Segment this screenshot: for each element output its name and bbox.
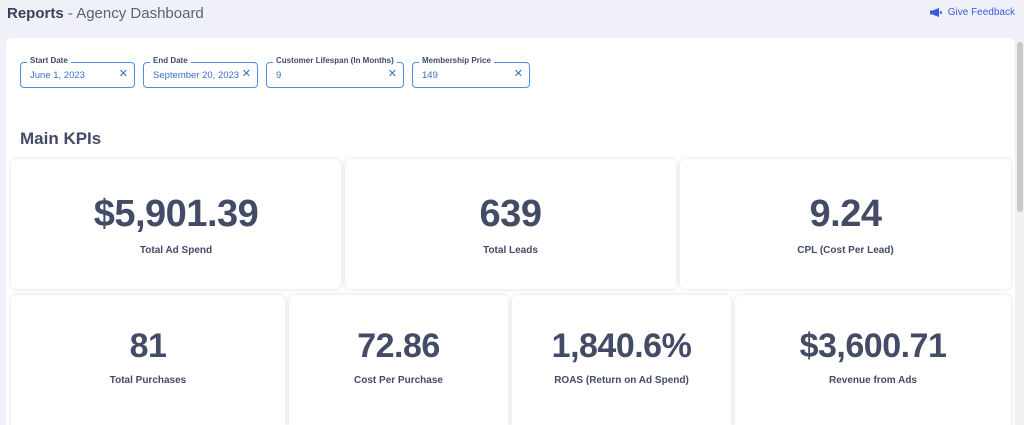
kpi-value: 639 xyxy=(479,193,542,235)
end-date-field[interactable]: End Date September 20, 2023 ✕ xyxy=(143,56,258,88)
kpi-label: CPL (Cost Per Lead) xyxy=(797,245,894,256)
clear-icon[interactable]: ✕ xyxy=(387,68,397,80)
kpi-value: $5,901.39 xyxy=(93,193,259,235)
kpi-label: Total Purchases xyxy=(109,375,187,386)
start-date-field[interactable]: Start Date June 1, 2023 ✕ xyxy=(20,56,135,88)
scrollbar-thumb[interactable] xyxy=(1017,42,1023,212)
top-bar: Reports - Agency Dashboard Give Feedback xyxy=(0,0,1024,32)
customer-lifespan-label: Customer Lifespan (In Months) xyxy=(273,56,397,65)
section-title: Main KPIs xyxy=(20,129,102,148)
kpi-card-revenue-from-ads: $3,600.71 Revenue from Ads xyxy=(735,295,1011,425)
kpi-value: 1,840.6% xyxy=(551,327,692,365)
start-date-label: Start Date xyxy=(27,56,71,65)
kpi-card-roas: 1,840.6% ROAS (Return on Ad Spend) xyxy=(512,295,731,425)
kpi-value: $3,600.71 xyxy=(799,327,947,365)
membership-price-label: Membership Price xyxy=(419,56,494,65)
end-date-value[interactable]: September 20, 2023 xyxy=(153,70,240,81)
clear-icon[interactable]: ✕ xyxy=(513,68,523,80)
kpi-card-cpl: 9.24 CPL (Cost Per Lead) xyxy=(680,159,1011,289)
kpi-label: Revenue from Ads xyxy=(829,375,917,386)
start-date-value[interactable]: June 1, 2023 xyxy=(30,70,85,81)
membership-price-field[interactable]: Membership Price 149 ✕ xyxy=(412,56,530,88)
membership-price-value[interactable]: 149 xyxy=(422,70,438,81)
kpi-value: 81 xyxy=(129,327,167,365)
give-feedback-button[interactable]: Give Feedback xyxy=(929,7,1015,18)
clear-icon[interactable]: ✕ xyxy=(241,68,251,80)
filter-bar: Start Date June 1, 2023 ✕ End Date Septe… xyxy=(20,56,530,88)
kpi-label: Total Ad Spend xyxy=(139,245,213,256)
kpi-card-cost-per-purchase: 72.86 Cost Per Purchase xyxy=(289,295,508,425)
page-title-main: Reports xyxy=(7,5,64,22)
scrollbar[interactable] xyxy=(1016,38,1024,425)
customer-lifespan-value[interactable]: 9 xyxy=(276,70,282,81)
kpi-card-total-leads: 639 Total Leads xyxy=(345,159,676,289)
end-date-label: End Date xyxy=(150,56,191,65)
kpi-label: Total Leads xyxy=(483,245,538,256)
kpi-card-total-ad-spend: $5,901.39 Total Ad Spend xyxy=(11,159,341,289)
page-title-sub: - Agency Dashboard xyxy=(67,5,204,22)
kpi-value: 72.86 xyxy=(357,327,440,365)
page-title: Reports - Agency Dashboard xyxy=(7,5,204,22)
megaphone-icon xyxy=(929,8,942,17)
kpi-card-total-purchases: 81 Total Purchases xyxy=(11,295,285,425)
kpi-value: 9.24 xyxy=(809,193,882,235)
give-feedback-label: Give Feedback xyxy=(947,7,1015,18)
kpi-label: ROAS (Return on Ad Spend) xyxy=(554,375,689,386)
clear-icon[interactable]: ✕ xyxy=(118,68,128,80)
kpi-label: Cost Per Purchase xyxy=(354,375,443,386)
customer-lifespan-field[interactable]: Customer Lifespan (In Months) 9 ✕ xyxy=(266,56,404,88)
